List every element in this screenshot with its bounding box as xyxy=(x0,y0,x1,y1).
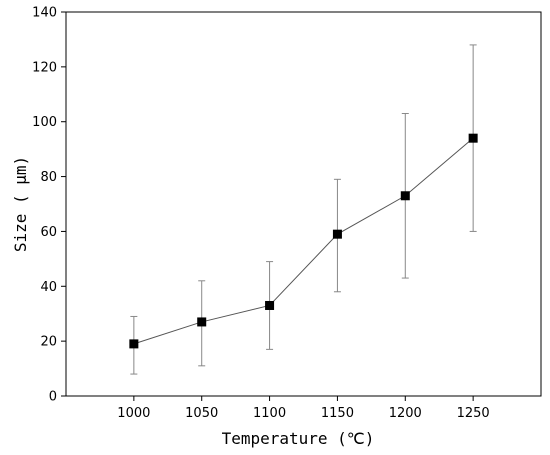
y-tick-label: 100 xyxy=(32,115,57,130)
plot-frame xyxy=(65,11,542,397)
data-point xyxy=(400,191,410,201)
error-bars xyxy=(130,44,477,375)
y-tick-label: 80 xyxy=(40,170,57,185)
x-axis-title: Temperature (℃) xyxy=(222,429,375,448)
y-axis: 0 20 40 60 80 100 120 140 xyxy=(32,6,66,405)
data-point xyxy=(197,317,207,327)
x-tick-label: 1150 xyxy=(321,406,354,421)
x-tick-label: 1000 xyxy=(117,406,150,421)
y-axis-title: Size ( μm) xyxy=(11,156,30,252)
y-tick-label: 60 xyxy=(40,225,57,240)
x-tick-label: 1250 xyxy=(457,406,490,421)
data-point xyxy=(265,300,275,310)
y-tick-label: 140 xyxy=(32,6,57,21)
data-point xyxy=(468,133,478,143)
data-points xyxy=(129,133,478,349)
y-tick-label: 40 xyxy=(40,280,57,295)
x-tick-label: 1050 xyxy=(185,406,218,421)
data-point xyxy=(332,229,342,239)
x-axis: 1000 1050 1100 1150 1200 1250 xyxy=(117,396,490,421)
x-tick-label: 1100 xyxy=(253,406,286,421)
data-point xyxy=(129,339,139,349)
y-tick-label: 20 xyxy=(40,335,57,350)
y-tick-label: 0 xyxy=(49,390,57,405)
series-line xyxy=(133,137,474,345)
x-tick-label: 1200 xyxy=(389,406,422,421)
y-tick-label: 120 xyxy=(32,60,57,75)
